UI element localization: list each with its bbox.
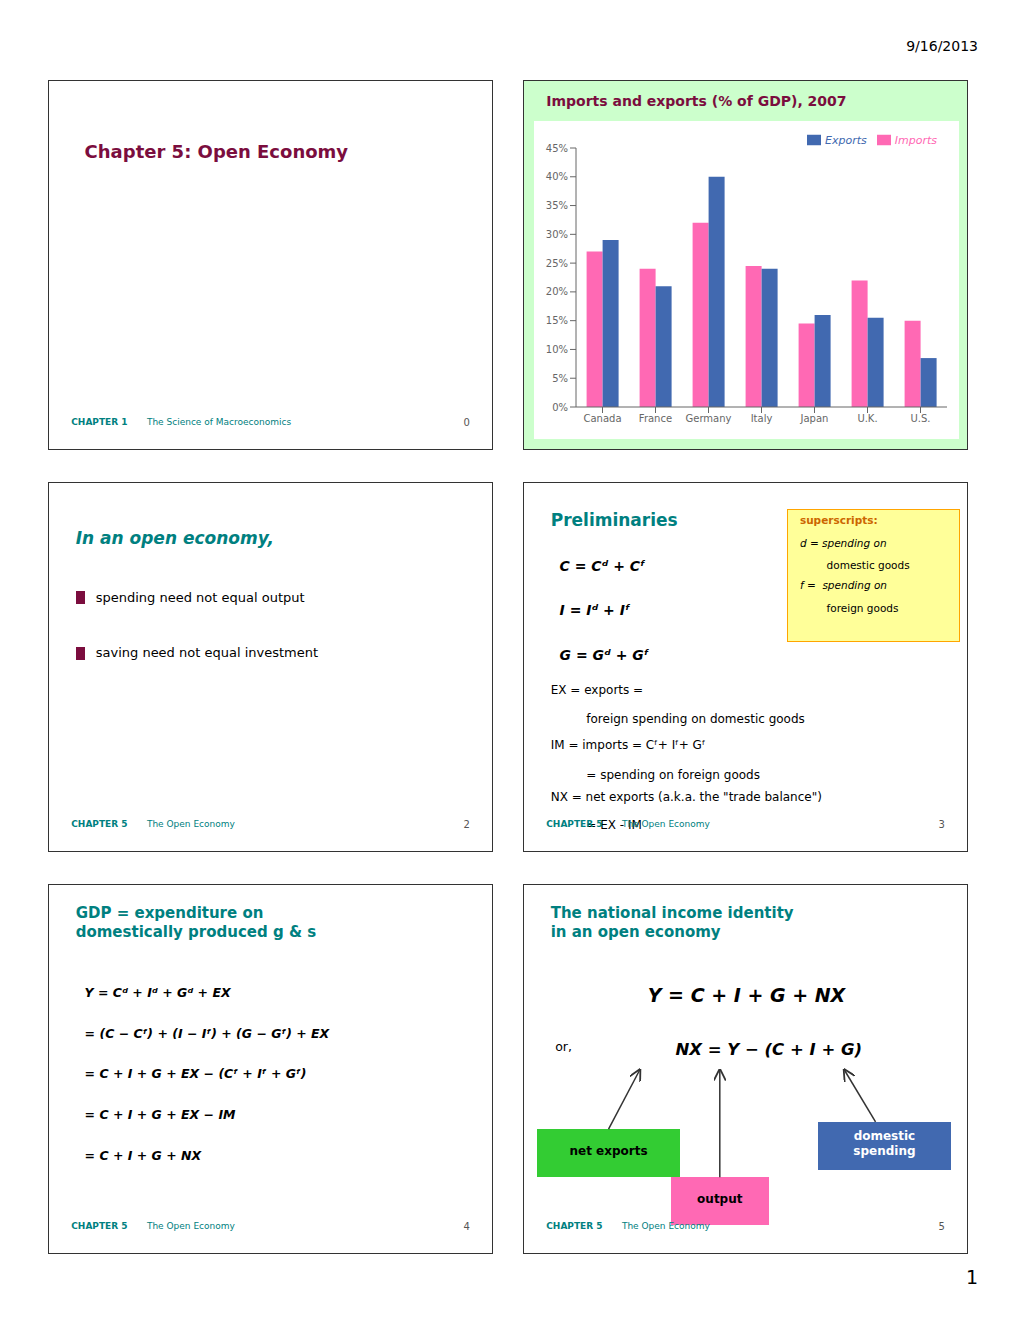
html-text:2: 2 bbox=[463, 818, 470, 830]
html-text:saving need not equal investme: saving need not equal investment bbox=[95, 644, 318, 660]
html-text:domestic goods: domestic goods bbox=[826, 558, 910, 571]
html-text:Exports: Exports bbox=[825, 134, 867, 147]
html-text:net exports: net exports bbox=[569, 1144, 648, 1159]
html-text:output: output bbox=[697, 1192, 743, 1207]
svg-text:5%: 5% bbox=[552, 373, 568, 384]
html-text:= C + I + G + NX: = C + I + G + NX bbox=[84, 1147, 202, 1163]
html-text:5: 5 bbox=[938, 1220, 945, 1232]
svg-text:Canada: Canada bbox=[583, 413, 621, 424]
svg-text:15%: 15% bbox=[546, 315, 568, 326]
html-text:The national income identity i: The national income identity in an open … bbox=[550, 903, 794, 941]
svg-text:U.K.: U.K. bbox=[857, 413, 877, 424]
html-text:9/16/2013: 9/16/2013 bbox=[906, 38, 978, 54]
html-text:Y = C + I + G + NX: Y = C + I + G + NX bbox=[647, 984, 846, 1006]
html-text:CHAPTER 5: CHAPTER 5 bbox=[546, 1221, 603, 1231]
svg-text:U.S.: U.S. bbox=[910, 413, 930, 424]
svg-text:0%: 0% bbox=[552, 402, 568, 413]
svg-text:45%: 45% bbox=[546, 143, 568, 154]
html-text:= C + I + G + EX − IM: = C + I + G + EX − IM bbox=[84, 1107, 236, 1122]
html-text:= C + I + G + EX − (Cᶠ + Iᶠ +: = C + I + G + EX − (Cᶠ + Iᶠ + Gᶠ) bbox=[84, 1066, 307, 1082]
html-text:C = Cᵈ + Cᶠ: C = Cᵈ + Cᶠ bbox=[559, 558, 646, 574]
html-text:domestic spending: domestic spending bbox=[853, 1129, 916, 1159]
html-text:foreign spending on domestic g: foreign spending on domestic goods bbox=[586, 712, 805, 727]
svg-text:40%: 40% bbox=[546, 171, 568, 182]
svg-text:35%: 35% bbox=[546, 200, 568, 211]
html-text:The Science of Macroeconomics: The Science of Macroeconomics bbox=[146, 417, 292, 427]
svg-text:France: France bbox=[639, 413, 672, 424]
html-text:or,: or, bbox=[555, 1038, 572, 1054]
html-text:The Open Economy: The Open Economy bbox=[621, 1221, 710, 1231]
html-text:3: 3 bbox=[938, 818, 945, 830]
svg-text:Germany: Germany bbox=[686, 413, 732, 424]
html-text:foreign goods: foreign goods bbox=[826, 602, 899, 615]
svg-text:10%: 10% bbox=[546, 344, 568, 355]
svg-text:Japan: Japan bbox=[800, 413, 829, 424]
html-text:Imports: Imports bbox=[894, 134, 937, 147]
svg-text:30%: 30% bbox=[546, 229, 568, 240]
html-text:d = spending on: d = spending on bbox=[799, 536, 887, 549]
html-text:I = Iᵈ + Iᶠ: I = Iᵈ + Iᶠ bbox=[559, 602, 631, 619]
html-text:Chapter 5: Open Economy: Chapter 5: Open Economy bbox=[84, 141, 349, 163]
svg-text:25%: 25% bbox=[546, 258, 568, 269]
html-text:CHAPTER 5: CHAPTER 5 bbox=[71, 819, 128, 829]
html-text:= EX - IM: = EX - IM bbox=[586, 817, 642, 832]
html-text:NX = net exports (a.k.a. the ": NX = net exports (a.k.a. the "trade bala… bbox=[550, 790, 822, 805]
html-text:CHAPTER 1: CHAPTER 1 bbox=[71, 417, 128, 427]
html-text:GDP = expenditure on domestica: GDP = expenditure on domestically produc… bbox=[75, 903, 317, 941]
html-text:spending need not equal output: spending need not equal output bbox=[95, 589, 305, 605]
html-text:0: 0 bbox=[463, 416, 470, 428]
html-text:4: 4 bbox=[463, 1220, 470, 1232]
html-text:= (C − Cᶠ) + (I − Iᶠ) + (G − G: = (C − Cᶠ) + (I − Iᶠ) + (G − Gᶠ) + EX bbox=[84, 1025, 330, 1041]
html-text:f = spending on: f = spending on bbox=[799, 579, 887, 592]
html-text:CHAPTER 5: CHAPTER 5 bbox=[71, 1221, 128, 1231]
html-text:Preliminaries: Preliminaries bbox=[550, 509, 678, 530]
html-text:G = Gᵈ + Gᶠ: G = Gᵈ + Gᶠ bbox=[559, 646, 649, 663]
html-text:In an open economy,: In an open economy, bbox=[75, 528, 274, 549]
html-text:EX = exports =: EX = exports = bbox=[550, 682, 644, 697]
html-text:The Open Economy: The Open Economy bbox=[146, 819, 235, 829]
html-text:Y = Cᵈ + Iᵈ + Gᵈ + EX: Y = Cᵈ + Iᵈ + Gᵈ + EX bbox=[84, 984, 231, 1000]
html-text:NX = Y − (C + I + G): NX = Y − (C + I + G) bbox=[675, 1039, 863, 1059]
html-text:The Open Economy: The Open Economy bbox=[621, 819, 710, 829]
html-text:= spending on foreign goods: = spending on foreign goods bbox=[586, 767, 760, 782]
svg-text:20%: 20% bbox=[546, 286, 568, 297]
html-text:CHAPTER 5: CHAPTER 5 bbox=[546, 819, 603, 829]
svg-text:Italy: Italy bbox=[751, 413, 773, 424]
html-text:superscripts:: superscripts: bbox=[799, 514, 878, 527]
html-text:The Open Economy: The Open Economy bbox=[146, 1221, 235, 1231]
html-text:IM = imports = Cᶠ+ Iᶠ+ Gᶠ: IM = imports = Cᶠ+ Iᶠ+ Gᶠ bbox=[550, 738, 706, 753]
html-text:1: 1 bbox=[965, 1266, 978, 1288]
html-text:Imports and exports (% of GDP): Imports and exports (% of GDP), 2007 bbox=[546, 93, 847, 110]
